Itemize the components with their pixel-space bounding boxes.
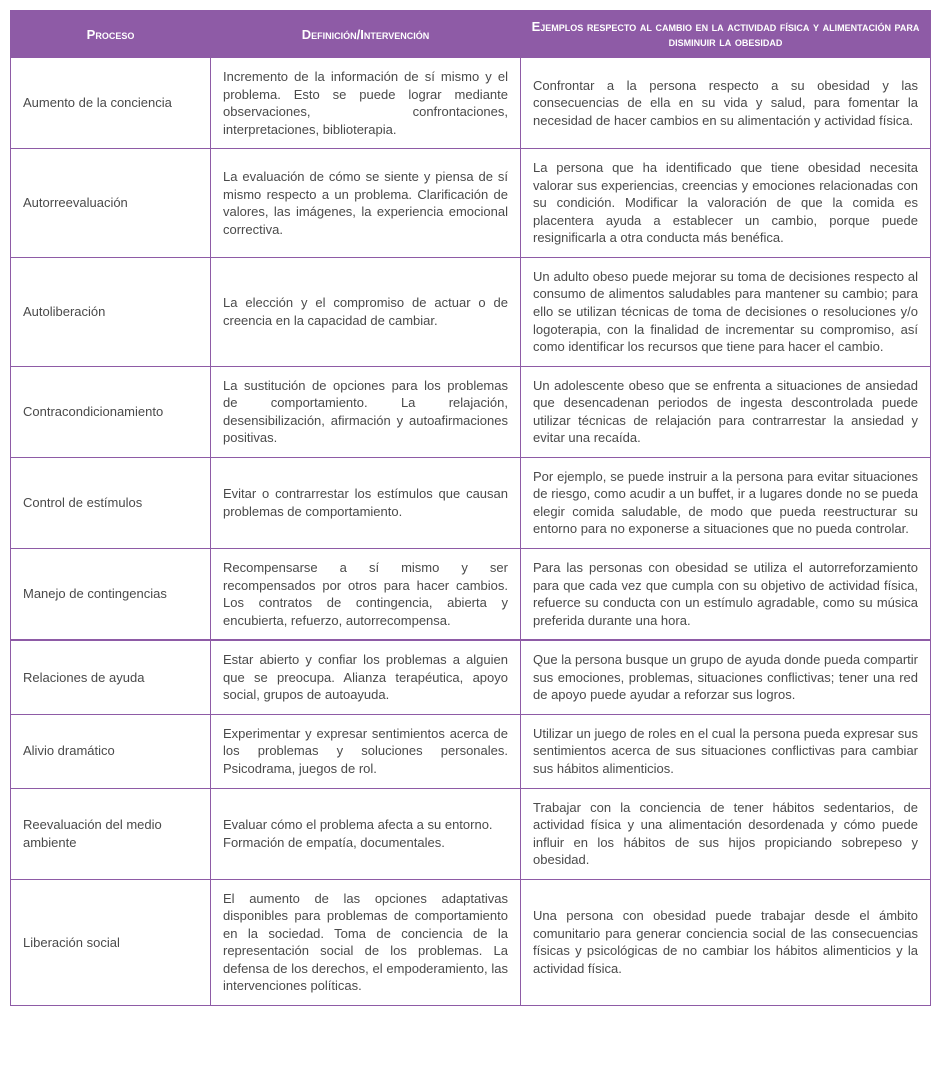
- cell-proceso: Aumento de la conciencia: [11, 58, 211, 149]
- table-row: Liberación socialEl aumento de las opcio…: [11, 879, 931, 1005]
- cell-ejemplo: Un adolescente obeso que se enfrenta a s…: [521, 366, 931, 457]
- cell-ejemplo: Utilizar un juego de roles en el cual la…: [521, 714, 931, 788]
- table-row: AutoliberaciónLa elección y el compromis…: [11, 257, 931, 366]
- cell-proceso: Control de estímulos: [11, 457, 211, 548]
- col-header-ejemplos: Ejemplos respecto al cambio en la activi…: [521, 11, 931, 58]
- cell-proceso: Contracondicionamiento: [11, 366, 211, 457]
- cell-definicion: Evaluar cómo el problema afecta a su ent…: [211, 788, 521, 879]
- table-row: Relaciones de ayudaEstar abierto y confi…: [11, 640, 931, 714]
- cell-definicion: La evaluación de cómo se siente y piensa…: [211, 149, 521, 258]
- table-row: Reevaluación del medio ambienteEvaluar c…: [11, 788, 931, 879]
- processes-table: Proceso Definición/Intervención Ejemplos…: [10, 10, 931, 1006]
- cell-ejemplo: Una persona con obesidad puede trabajar …: [521, 879, 931, 1005]
- table-header-row: Proceso Definición/Intervención Ejemplos…: [11, 11, 931, 58]
- cell-definicion: Experimentar y expresar sentimientos ace…: [211, 714, 521, 788]
- col-header-proceso: Proceso: [11, 11, 211, 58]
- cell-proceso: Manejo de contingencias: [11, 549, 211, 641]
- cell-definicion: Evitar o contrarrestar los estímulos que…: [211, 457, 521, 548]
- cell-ejemplo: Confrontar a la persona respecto a su ob…: [521, 58, 931, 149]
- cell-proceso: Alivio dramático: [11, 714, 211, 788]
- cell-proceso: Reevaluación del medio ambiente: [11, 788, 211, 879]
- cell-definicion: El aumento de las opciones adaptativas d…: [211, 879, 521, 1005]
- cell-definicion: Estar abierto y confiar los problemas a …: [211, 640, 521, 714]
- cell-definicion: Incremento de la información de sí mismo…: [211, 58, 521, 149]
- table-row: Control de estímulosEvitar o contrarrest…: [11, 457, 931, 548]
- table-row: Manejo de contingenciasRecompensarse a s…: [11, 549, 931, 641]
- table-row: Aumento de la concienciaIncremento de la…: [11, 58, 931, 149]
- cell-ejemplo: La persona que ha identificado que tiene…: [521, 149, 931, 258]
- cell-ejemplo: Trabajar con la conciencia de tener hábi…: [521, 788, 931, 879]
- table-row: AutorreevaluaciónLa evaluación de cómo s…: [11, 149, 931, 258]
- cell-proceso: Autoliberación: [11, 257, 211, 366]
- table-row: Alivio dramáticoExperimentar y expresar …: [11, 714, 931, 788]
- col-header-definicion: Definición/Intervención: [211, 11, 521, 58]
- table-row: ContracondicionamientoLa sustitución de …: [11, 366, 931, 457]
- cell-ejemplo: Que la persona busque un grupo de ayuda …: [521, 640, 931, 714]
- cell-definicion: La elección y el compromiso de actuar o …: [211, 257, 521, 366]
- cell-proceso: Relaciones de ayuda: [11, 640, 211, 714]
- cell-ejemplo: Para las personas con obesidad se utiliz…: [521, 549, 931, 641]
- cell-definicion: Recompensarse a sí mismo y ser recompens…: [211, 549, 521, 641]
- cell-proceso: Autorreevaluación: [11, 149, 211, 258]
- cell-proceso: Liberación social: [11, 879, 211, 1005]
- cell-ejemplo: Un adulto obeso puede mejorar su toma de…: [521, 257, 931, 366]
- cell-ejemplo: Por ejemplo, se puede instruir a la pers…: [521, 457, 931, 548]
- cell-definicion: La sustitución de opciones para los prob…: [211, 366, 521, 457]
